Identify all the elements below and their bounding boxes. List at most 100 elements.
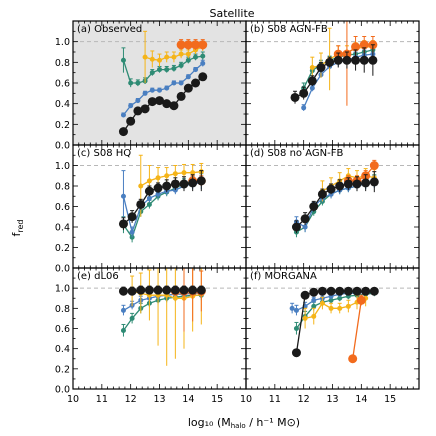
series-line bbox=[122, 182, 202, 235]
data-point bbox=[309, 202, 319, 211]
data-point bbox=[301, 105, 307, 111]
x-tick-label: 15 bbox=[211, 394, 223, 405]
data-point bbox=[164, 67, 170, 73]
y-tick-label: 0.0 bbox=[55, 385, 70, 396]
panel: 0.0 0.2 0.4 0.6 0.8 1.0 10 11 12 13 14 15 (e) dL06 bbox=[55, 267, 247, 405]
data-point bbox=[185, 51, 191, 57]
data-point bbox=[345, 303, 351, 309]
panel-label: (d) S08 no AGN-FB bbox=[250, 148, 343, 159]
x-axis-title: log₁₀ (Mhalo / h⁻¹ M⊙) bbox=[188, 416, 300, 430]
x-tick-label: 10 bbox=[67, 394, 79, 405]
data-point bbox=[352, 286, 362, 296]
x-tick-label: 13 bbox=[326, 394, 338, 405]
data-point bbox=[183, 40, 193, 50]
data-point bbox=[157, 87, 162, 93]
data-point bbox=[171, 54, 177, 60]
data-point bbox=[311, 313, 317, 319]
data-point bbox=[155, 96, 164, 106]
data-point bbox=[311, 297, 317, 303]
data-point bbox=[120, 112, 126, 118]
panels: 0.0 0.2 0.4 0.6 0.8 1.0 (a) Observed (b) S08 AG… bbox=[55, 20, 420, 405]
data-point bbox=[181, 170, 187, 176]
data-point bbox=[172, 295, 178, 301]
panel: 10 11 12 13 14 15 (f) MORGANA bbox=[240, 267, 420, 405]
data-point bbox=[191, 40, 201, 50]
svg-text:fred: fred bbox=[10, 220, 25, 237]
data-point bbox=[328, 305, 334, 311]
y-tick-label: 0.2 bbox=[55, 243, 70, 254]
data-point bbox=[146, 201, 152, 207]
data-point bbox=[352, 179, 362, 189]
data-point bbox=[172, 171, 178, 177]
series-black bbox=[118, 170, 206, 231]
data-point bbox=[317, 286, 327, 296]
data-point bbox=[179, 285, 189, 295]
data-point bbox=[193, 54, 199, 60]
data-point bbox=[309, 85, 315, 91]
data-point bbox=[183, 83, 193, 93]
data-point bbox=[149, 56, 155, 62]
data-point bbox=[369, 286, 379, 296]
data-point bbox=[309, 65, 315, 70]
data-point bbox=[188, 285, 198, 295]
y-axis-title: fred bbox=[10, 220, 25, 237]
data-point bbox=[133, 106, 143, 116]
data-point bbox=[120, 193, 126, 199]
data-point bbox=[291, 348, 301, 358]
data-point bbox=[146, 195, 152, 201]
x-tick-label: 11 bbox=[96, 394, 108, 405]
data-point bbox=[335, 286, 345, 296]
panel-shade bbox=[73, 21, 246, 145]
data-point bbox=[136, 285, 146, 295]
data-point bbox=[317, 189, 327, 199]
data-point bbox=[307, 76, 317, 86]
series-black bbox=[118, 285, 206, 296]
data-point bbox=[196, 176, 206, 186]
y-tick-label: 0.4 bbox=[55, 223, 70, 234]
data-point bbox=[176, 40, 186, 50]
data-point bbox=[155, 191, 161, 197]
panel-frame bbox=[245, 267, 420, 390]
data-point bbox=[129, 315, 135, 321]
panel: 0.0 0.2 0.4 0.6 0.8 1.0 (a) Observed bbox=[55, 20, 247, 152]
data-point bbox=[293, 307, 299, 313]
data-point bbox=[170, 179, 180, 189]
data-point bbox=[171, 80, 177, 86]
y-tick-label: 0.8 bbox=[55, 304, 70, 315]
data-point bbox=[359, 55, 369, 65]
data-point bbox=[300, 214, 310, 224]
data-point bbox=[144, 186, 154, 196]
data-point bbox=[326, 184, 336, 194]
data-point bbox=[193, 67, 199, 73]
x-tick-label: 15 bbox=[384, 394, 396, 405]
x-tick-label: 14 bbox=[182, 394, 194, 405]
data-point bbox=[185, 57, 191, 63]
panel-label: (b) S08 AGN-FB bbox=[250, 24, 328, 35]
data-point bbox=[328, 297, 334, 303]
data-point bbox=[149, 87, 155, 93]
x-axis-title-tail: / h⁻¹ M⊙) bbox=[246, 416, 300, 429]
data-point bbox=[179, 179, 189, 189]
data-point bbox=[343, 286, 353, 296]
panel: 0.0 0.2 0.4 0.6 0.8 1.0 (c) S08 HQ bbox=[55, 144, 247, 275]
data-point bbox=[351, 42, 361, 52]
series-line bbox=[348, 165, 375, 182]
data-point bbox=[153, 285, 163, 295]
data-point bbox=[356, 295, 366, 305]
y-tick-label: 0.2 bbox=[55, 120, 70, 131]
data-point bbox=[164, 85, 170, 91]
data-point bbox=[178, 62, 184, 68]
series-gold bbox=[302, 289, 369, 329]
y-tick-label: 0.4 bbox=[55, 99, 70, 110]
data-point bbox=[293, 326, 299, 331]
data-point bbox=[128, 103, 134, 109]
y-tick-label: 0.4 bbox=[55, 344, 70, 355]
data-point bbox=[309, 287, 319, 297]
data-point bbox=[135, 80, 141, 86]
x-tick-label: 12 bbox=[298, 394, 310, 405]
panel-label: (e) dL06 bbox=[77, 271, 119, 282]
data-point bbox=[368, 55, 378, 65]
y-axis-title-sub: red bbox=[16, 220, 25, 233]
panel-frame bbox=[245, 20, 420, 146]
